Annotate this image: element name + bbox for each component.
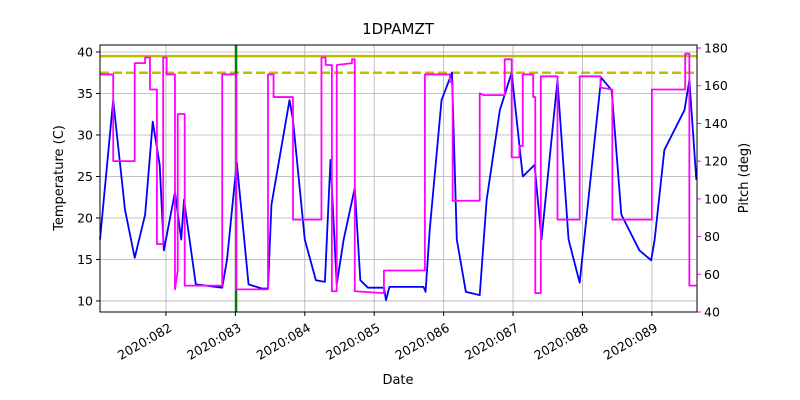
y2-tick-label: 120 <box>704 154 728 169</box>
x-tick-label: 2020:089 <box>601 320 660 363</box>
x-axis-label: Date <box>382 373 413 388</box>
x-tick-label: 2020:082 <box>115 320 174 363</box>
x-tick-label: 2020:086 <box>393 320 452 363</box>
y2-tick-label: 100 <box>704 191 728 206</box>
chart-title: 1DPAMZT <box>362 20 435 38</box>
x-tick-label: 2020:084 <box>254 320 313 363</box>
y-tick-label: 35 <box>77 86 93 101</box>
x-tick-label: 2020:083 <box>184 320 243 363</box>
y2-tick-label: 60 <box>704 267 720 282</box>
y-tick-label: 25 <box>77 169 93 184</box>
y-tick-label: 20 <box>77 210 93 225</box>
series-line <box>99 71 698 302</box>
plot-frame <box>99 44 698 313</box>
y-tick-label: 10 <box>77 293 93 308</box>
x-tick-label: 2020:087 <box>462 320 521 363</box>
x-tick-label: 2020:088 <box>531 320 590 363</box>
y2-tick-label: 80 <box>704 229 720 244</box>
y2-tick-label: 180 <box>704 41 728 56</box>
y2-tick-label: 160 <box>704 78 728 93</box>
y-tick-label: 30 <box>77 127 93 142</box>
y2-tick-label: 40 <box>704 305 720 320</box>
y2-tick-label: 140 <box>704 116 728 131</box>
y2-axis-label: Pitch (deg) <box>737 143 752 213</box>
x-tick-label: 2020:085 <box>323 320 382 363</box>
series-line <box>100 52 697 295</box>
y-tick-label: 15 <box>77 252 93 267</box>
y-axis-label: Temperature (C) <box>52 125 67 232</box>
y-tick-label: 40 <box>77 44 93 59</box>
